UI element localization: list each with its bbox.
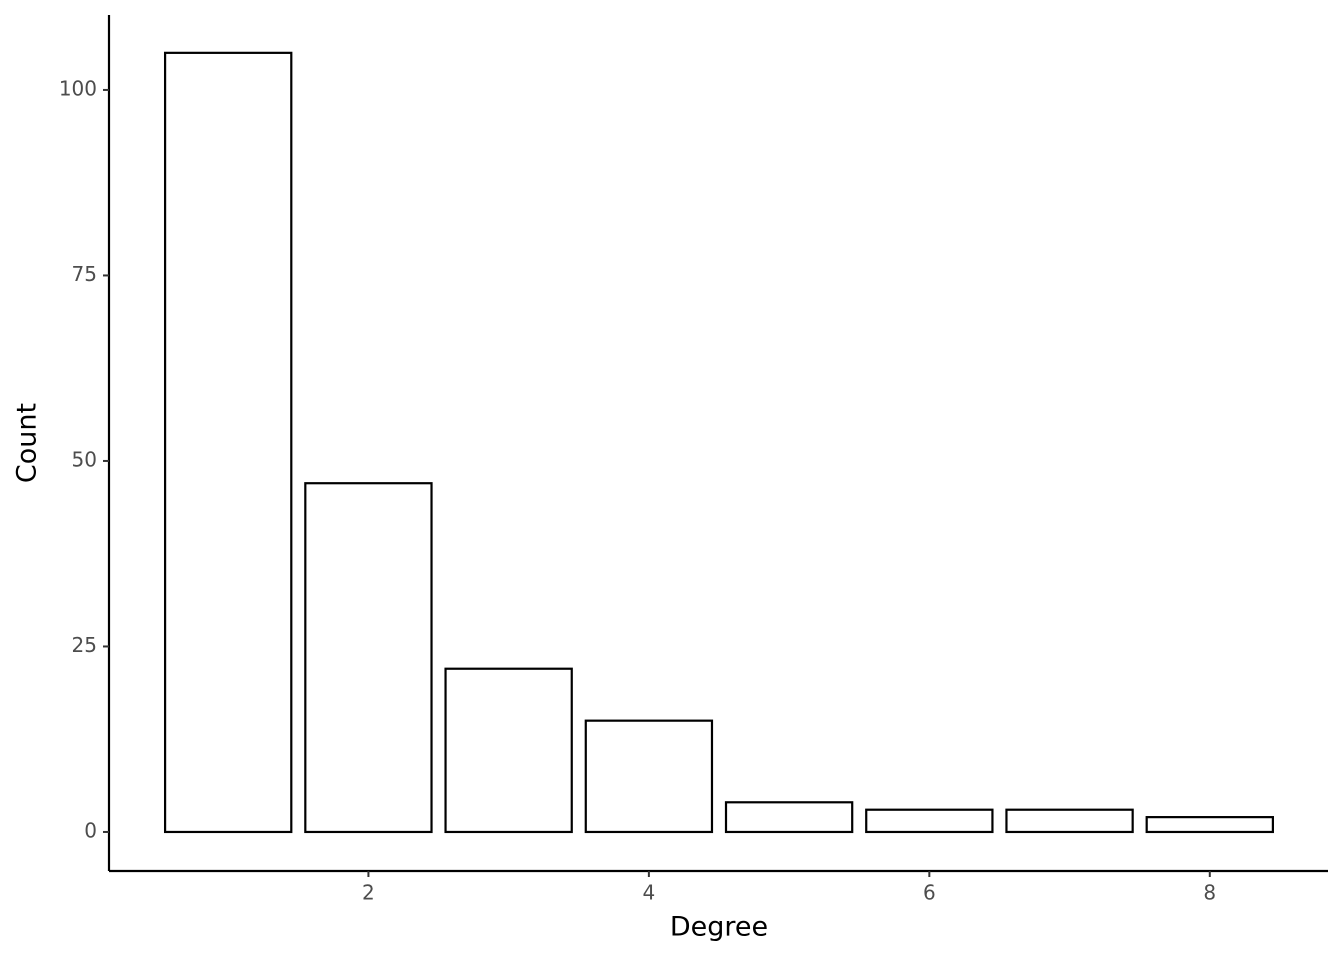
x-tick-label: 6 <box>923 881 936 905</box>
y-tick-label: 100 <box>59 76 97 100</box>
bar <box>304 482 433 834</box>
bar <box>1005 808 1134 834</box>
x-tick-label: 4 <box>643 881 656 905</box>
y-tick-label: 75 <box>72 262 97 286</box>
x-tick-label: 8 <box>1203 881 1216 905</box>
bar <box>865 808 994 834</box>
y-axis-title: Count <box>12 403 43 483</box>
y-tick-label: 0 <box>84 818 97 842</box>
x-tick-label: 2 <box>362 881 375 905</box>
x-axis-title: Degree <box>670 912 768 943</box>
bar <box>584 719 714 834</box>
bar <box>444 667 573 834</box>
bar <box>724 801 854 834</box>
y-tick-label: 50 <box>72 447 97 471</box>
y-tick-label: 25 <box>72 633 97 657</box>
bar <box>1145 816 1274 834</box>
bar <box>163 51 293 834</box>
